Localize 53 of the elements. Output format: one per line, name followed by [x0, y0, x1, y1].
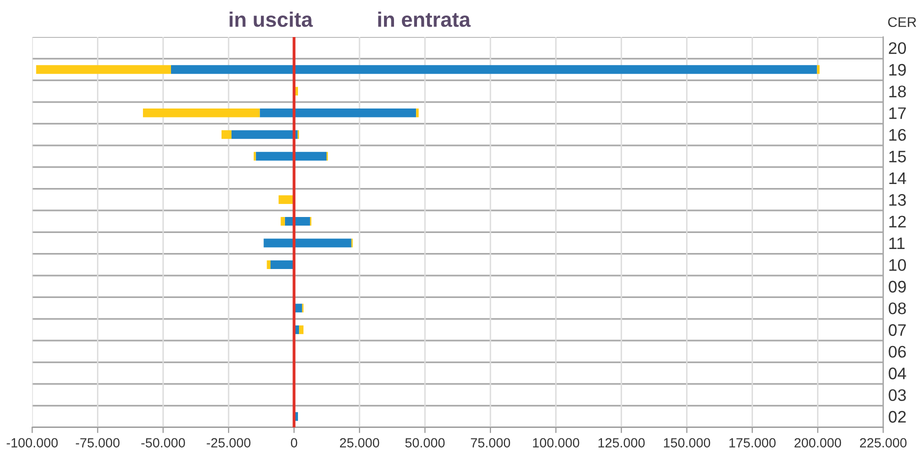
bar — [294, 108, 416, 118]
bar — [299, 325, 304, 334]
bar — [256, 152, 294, 161]
bar — [231, 130, 294, 139]
x-tick-label: 150.000 — [664, 438, 710, 448]
bar — [270, 260, 294, 270]
bar — [266, 260, 270, 270]
bar — [36, 65, 171, 74]
text: in uscita — [230, 12, 313, 27]
x-tick-label: -100.000 — [6, 438, 58, 448]
y-tick-label: 07 — [888, 324, 906, 336]
bar — [294, 152, 327, 161]
x-tick-label: 200.000 — [794, 438, 842, 448]
x-tick-label: 125.000 — [598, 438, 645, 448]
x-tick-label: 100.000 — [533, 438, 580, 448]
y-tick-label: 15 — [889, 150, 906, 162]
bar — [416, 108, 419, 118]
bar — [264, 238, 294, 248]
x-tick-label: 175.000 — [729, 438, 776, 448]
bar — [222, 130, 232, 139]
y-tick-label: 17 — [889, 107, 906, 119]
bar — [142, 108, 260, 118]
x-tick-label: 50.000 — [405, 438, 445, 448]
bar — [260, 108, 294, 118]
x-tick-label: -25.000 — [206, 438, 250, 448]
y-axis-title: CER — [888, 17, 916, 28]
bar — [294, 65, 817, 74]
y-tick-label: 13 — [889, 194, 906, 206]
y-tick-label: 06 — [888, 346, 906, 358]
x-tick-label: 25.000 — [340, 438, 380, 448]
y-tick-label: 10 — [889, 259, 906, 271]
x-tick-label: -75.000 — [76, 438, 120, 448]
y-tick-label: 11 — [889, 238, 905, 250]
x-tick-label: -50.000 — [141, 438, 185, 448]
bar — [294, 238, 352, 248]
y-tick-label: 19 — [889, 64, 906, 76]
x-tick-label: 0 — [290, 438, 298, 448]
y-tick-label: 18 — [889, 86, 906, 98]
x-tick-label: 75.000 — [470, 438, 510, 448]
y-tick-label: 16 — [889, 128, 906, 141]
bar — [816, 65, 820, 74]
y-tick-label: 12 — [889, 216, 906, 228]
bar — [170, 65, 294, 74]
bar — [280, 216, 285, 226]
y-tick-label: 20 — [888, 42, 906, 54]
y-tick-label: 03 — [888, 389, 906, 402]
x-tick-label: 225.000 — [860, 438, 907, 448]
y-tick-label: 14 — [889, 172, 906, 184]
y-tick-label: 04 — [888, 368, 906, 380]
text: in entrata — [378, 12, 471, 27]
y-tick-label: 08 — [888, 302, 906, 314]
y-tick-label: 02 — [888, 410, 906, 423]
y-tick-label: 09 — [888, 280, 906, 293]
